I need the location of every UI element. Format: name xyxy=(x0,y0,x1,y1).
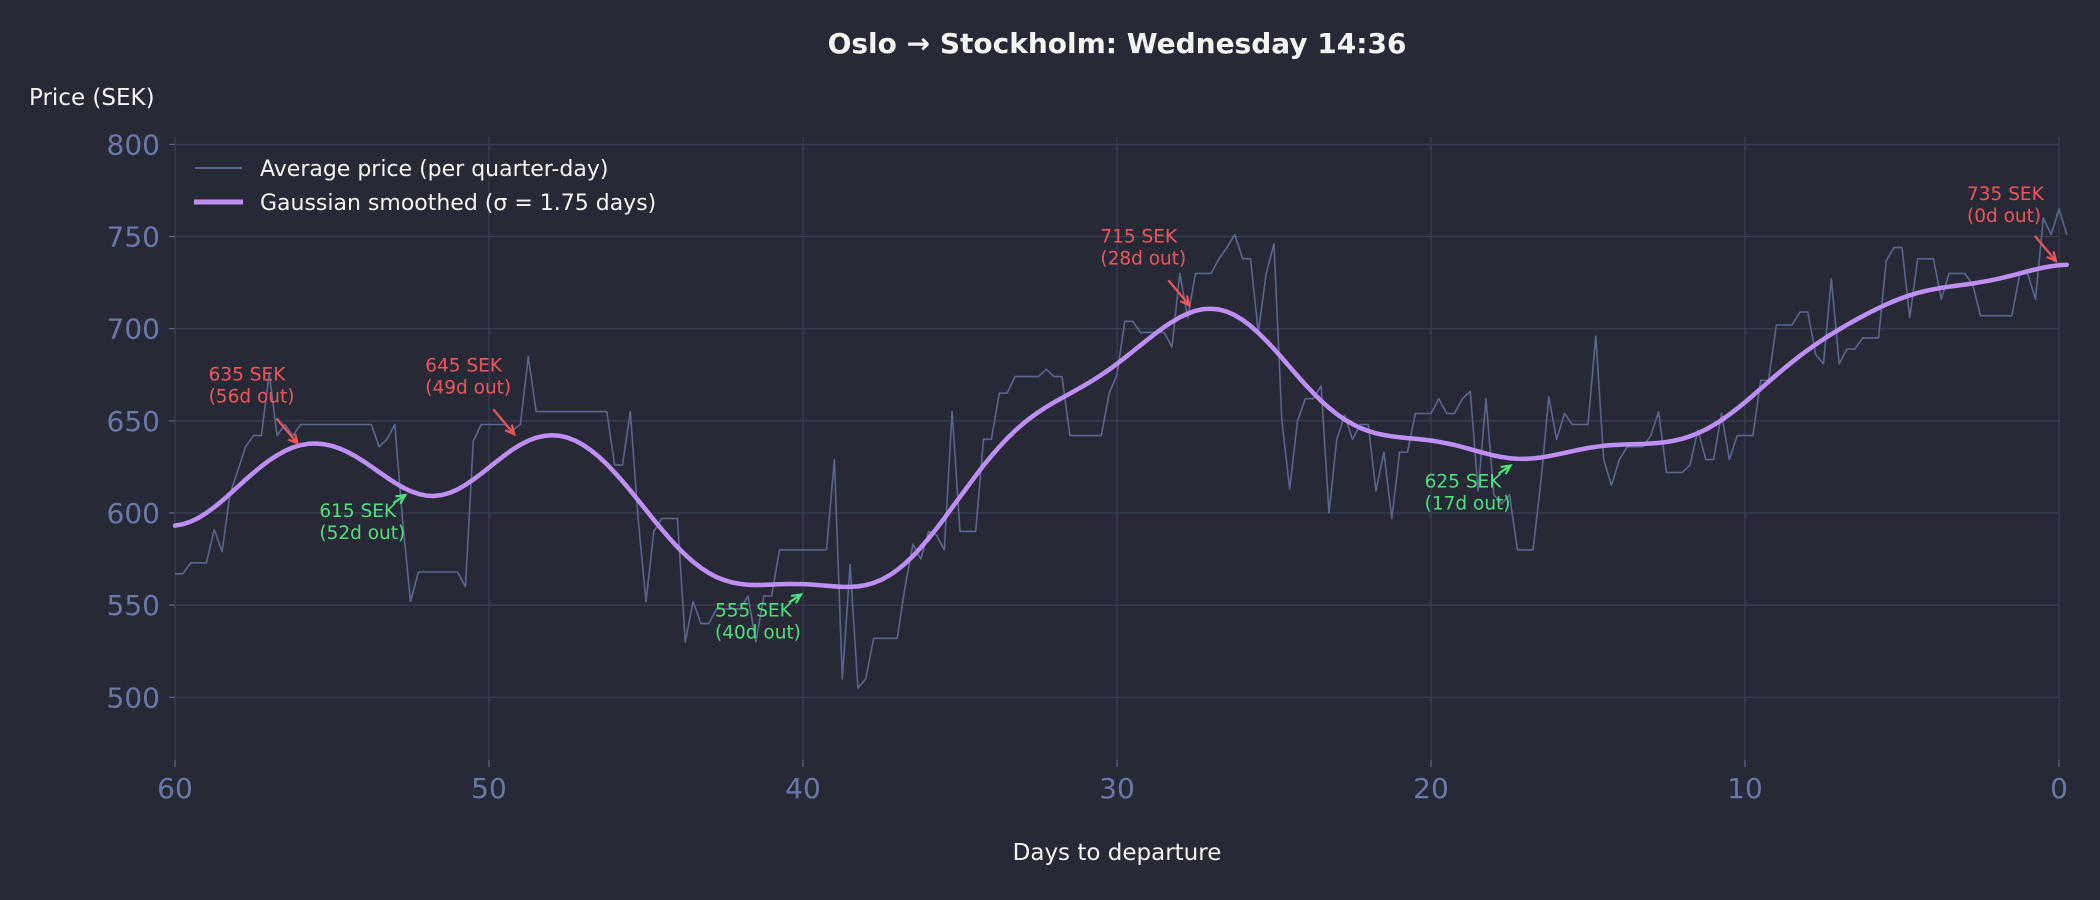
annotation-days: (56d out) xyxy=(209,387,295,408)
y-tick-label: 750 xyxy=(107,221,160,254)
trough-annotation: 615 SEK(52d out) xyxy=(319,493,408,544)
smoothed-price-line xyxy=(172,262,2070,590)
annotation-days: (52d out) xyxy=(319,523,405,544)
peak-annotation: 635 SEK(56d out) xyxy=(209,365,300,446)
x-tick-label: 0 xyxy=(2050,772,2068,805)
annotation-arrow-shaft xyxy=(2034,235,2057,262)
smoothed-series xyxy=(172,262,2070,590)
y-tick-label: 500 xyxy=(107,681,160,714)
annotation-arrow-head xyxy=(288,433,300,446)
annotation-value: 645 SEK xyxy=(425,355,503,376)
annotation-arrow-shaft xyxy=(275,417,299,445)
y-tick-label: 550 xyxy=(107,589,160,622)
annotation-value: 635 SEK xyxy=(209,365,287,386)
raw-series xyxy=(175,208,2068,689)
annotation-arrow-head xyxy=(2046,251,2058,263)
annotation-arrow-shaft xyxy=(492,408,516,435)
annotation-days: (0d out) xyxy=(1967,206,2041,227)
legend: Average price (per quarter-day) Gaussian… xyxy=(194,157,656,216)
legend-smoothed-label: Gaussian smoothed (σ = 1.75 days) xyxy=(260,191,656,216)
annotation-days: (49d out) xyxy=(425,377,511,398)
x-tick-label: 20 xyxy=(1413,772,1449,805)
y-tick-label: 600 xyxy=(107,497,160,530)
y-tick-label: 700 xyxy=(107,313,160,346)
legend-raw-label: Average price (per quarter-day) xyxy=(260,157,608,182)
raw-price-line xyxy=(175,208,2068,689)
annotation-arrow-head xyxy=(790,593,804,604)
annotation-value: 555 SEK xyxy=(715,601,793,622)
annotation-days: (17d out) xyxy=(1425,494,1511,515)
x-tick-label: 60 xyxy=(157,772,193,805)
x-tick-label: 50 xyxy=(471,772,507,805)
annotation-value: 625 SEK xyxy=(1425,472,1503,493)
grid xyxy=(169,137,2060,767)
annotation-arrow-head xyxy=(1179,295,1191,308)
annotation-days: (28d out) xyxy=(1100,248,1186,269)
x-axis-label: Days to departure xyxy=(1013,840,1222,866)
x-tick-label: 10 xyxy=(1727,772,1763,805)
y-axis-label: Price (SEK) xyxy=(29,85,155,111)
peak-annotation: 645 SEK(49d out) xyxy=(425,355,516,437)
annotation-arrow-head xyxy=(1500,464,1513,475)
annotation-value: 735 SEK xyxy=(1967,184,2045,205)
peak-annotation: 735 SEK(0d out) xyxy=(1967,184,2058,263)
x-tick-label: 30 xyxy=(1099,772,1135,805)
annotation-arrow-shaft xyxy=(1167,279,1191,306)
annotations: 635 SEK(56d out)615 SEK(52d out)645 SEK(… xyxy=(209,184,2058,644)
annotation-arrow-head xyxy=(395,493,408,505)
x-tick-label: 40 xyxy=(785,772,821,805)
annotation-value: 615 SEK xyxy=(319,501,397,522)
annotation-value: 715 SEK xyxy=(1100,226,1178,247)
annotation-arrow-head xyxy=(504,424,516,437)
chart-title: Oslo → Stockholm: Wednesday 14:36 xyxy=(828,27,1407,60)
trough-annotation: 555 SEK(40d out) xyxy=(715,593,804,644)
y-tick-label: 650 xyxy=(107,405,160,438)
trough-annotation: 625 SEK(17d out) xyxy=(1425,464,1513,515)
peak-annotation: 715 SEK(28d out) xyxy=(1100,226,1191,308)
annotation-days: (40d out) xyxy=(715,623,801,644)
tick-labels: 500 550 600 650 700 750 800 60 50 40 30 20 10 0 xyxy=(107,128,2068,805)
y-tick-label: 800 xyxy=(107,128,160,161)
